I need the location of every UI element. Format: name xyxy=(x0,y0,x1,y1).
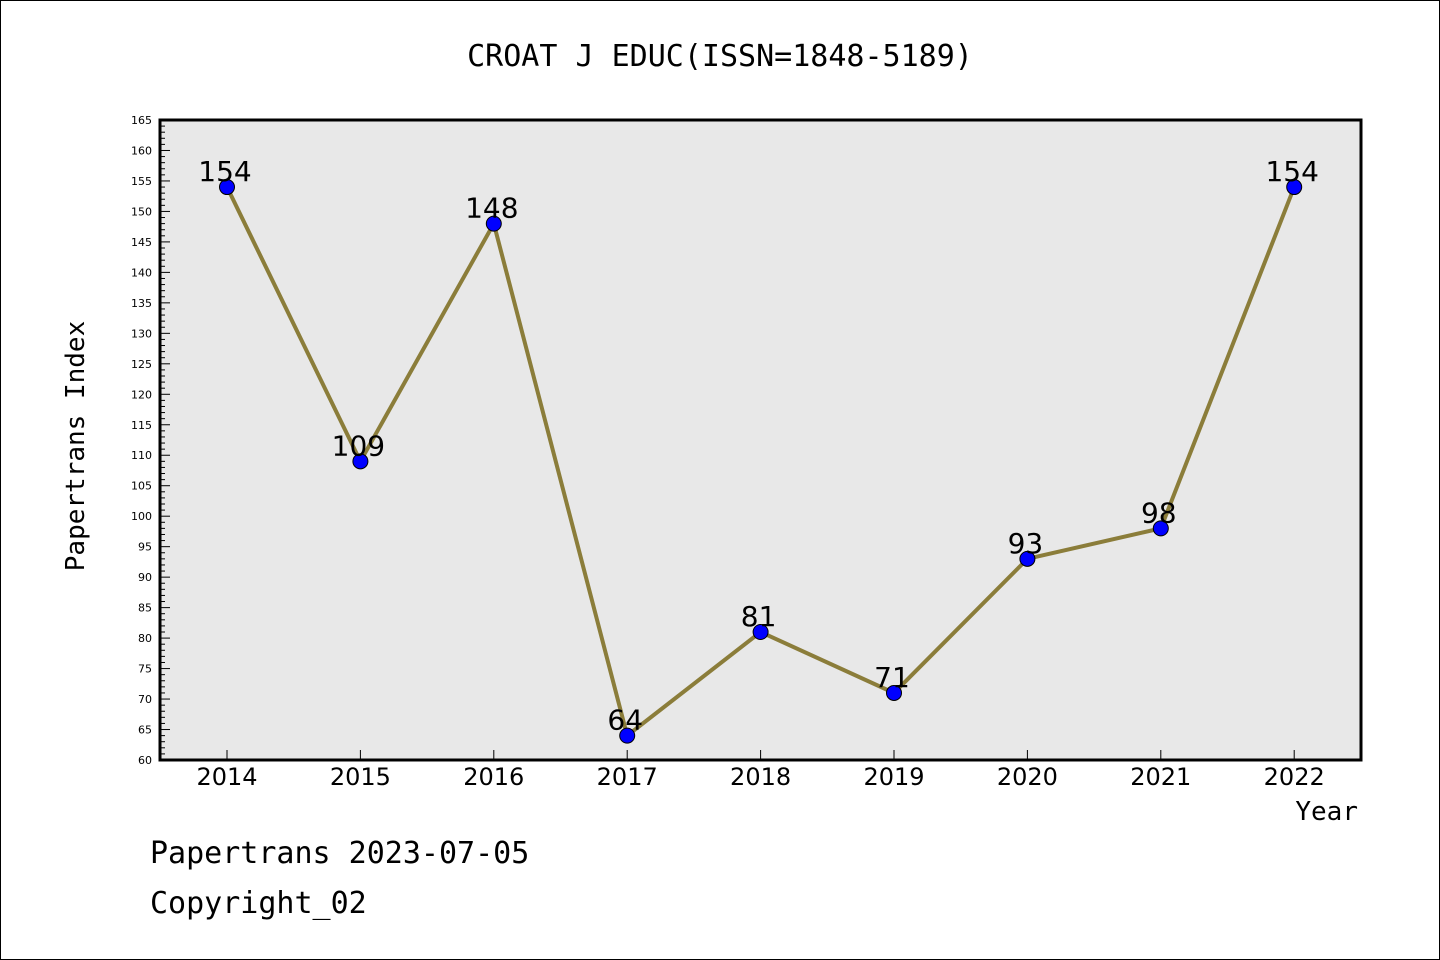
data-point xyxy=(219,179,235,196)
data-point xyxy=(619,727,636,744)
y-tick-label: 130 xyxy=(131,327,152,340)
x-tick-label: 2019 xyxy=(863,763,924,791)
data-label: 98 xyxy=(1141,496,1177,529)
y-tick-label: 65 xyxy=(138,724,152,737)
y-tick-label: 140 xyxy=(131,266,152,279)
data-labels: 154 109 148 64 81 71 93 98 154 xyxy=(198,155,1319,737)
data-points xyxy=(219,179,1303,744)
data-label: 148 xyxy=(465,192,518,225)
y-tick-label: 110 xyxy=(131,449,152,462)
data-point xyxy=(352,453,369,470)
y-tick-label: 135 xyxy=(131,297,152,310)
x-axis-label: Year xyxy=(1295,797,1358,827)
data-label: 154 xyxy=(1265,155,1318,188)
y-tick-label: 125 xyxy=(131,358,152,371)
y-tick-label: 90 xyxy=(138,571,152,584)
data-point xyxy=(1286,179,1303,196)
y-tick-label: 80 xyxy=(138,632,152,645)
y-tick-label: 105 xyxy=(131,480,152,493)
y-tick-label: 155 xyxy=(131,175,152,188)
y-tick-label: 150 xyxy=(131,205,152,218)
x-tick-label: 2014 xyxy=(196,763,257,791)
data-label: 109 xyxy=(332,429,385,462)
footer-date: Papertrans 2023-07-05 xyxy=(150,836,530,871)
plot-area xyxy=(158,118,1363,762)
data-point xyxy=(752,624,769,640)
y-tick-label: 100 xyxy=(131,510,152,523)
y-tick-label: 70 xyxy=(138,693,152,706)
x-tick-label: 2016 xyxy=(463,763,524,791)
data-label: 71 xyxy=(874,661,910,694)
data-label: 81 xyxy=(741,600,777,633)
y-tick-label: 85 xyxy=(138,602,152,615)
data-point xyxy=(886,684,902,701)
y-tick-label: 60 xyxy=(138,754,152,767)
chart-title: CROAT J EDUC(ISSN=1848-5189) xyxy=(467,39,973,74)
x-tick-label: 2021 xyxy=(1130,763,1191,791)
y-tick-label: 75 xyxy=(138,663,152,676)
x-axis: 2014 2015 2016 2017 2018 2019 2020 2021 2022 xyxy=(196,750,1325,791)
data-point xyxy=(1152,520,1169,537)
y-tick-label: 115 xyxy=(131,419,152,432)
y-tick-label: 160 xyxy=(131,144,152,157)
data-point xyxy=(1019,550,1036,567)
y-tick-label: 165 xyxy=(131,114,152,127)
x-tick-label: 2022 xyxy=(1264,763,1325,791)
x-tick-label: 2015 xyxy=(330,763,391,791)
footer-copyright: Copyright_02 xyxy=(150,886,367,921)
y-axis-label: Papertrans Index xyxy=(61,321,91,571)
data-label: 64 xyxy=(607,704,643,737)
y-tick-label: 95 xyxy=(138,541,152,554)
x-tick-label: 2020 xyxy=(997,763,1058,791)
y-axis: 60 65 70 75 80 85 90 95 100 105 110 115 120 125 130 135… xyxy=(131,114,170,767)
data-label: 93 xyxy=(1008,527,1044,560)
data-point xyxy=(485,215,502,232)
y-tick-label: 120 xyxy=(131,388,152,401)
data-label: 154 xyxy=(198,155,251,188)
x-tick-label: 2017 xyxy=(597,763,658,791)
y-tick-label: 145 xyxy=(131,236,152,249)
x-tick-label: 2018 xyxy=(730,763,791,791)
